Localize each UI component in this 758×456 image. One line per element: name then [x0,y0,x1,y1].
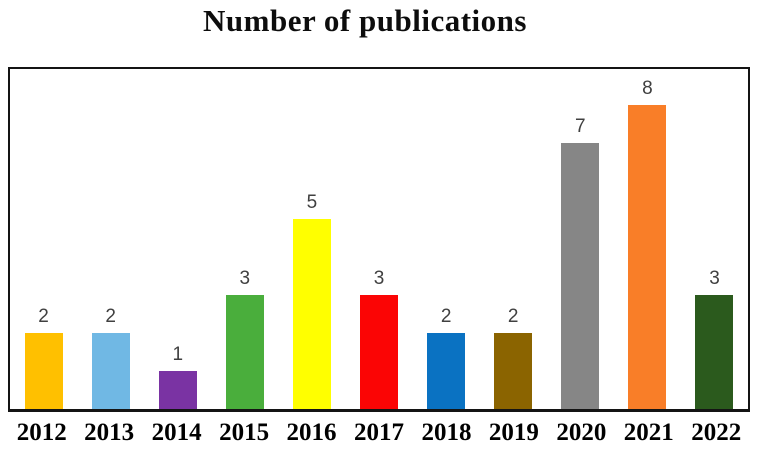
x-tick-label-2014: 2014 [151,419,202,446]
bar-value-label: 5 [306,192,318,213]
bar-rect-2016 [292,219,331,409]
bar-value-label: 3 [373,268,385,289]
bar-column-2018: 2 [413,307,480,409]
plot-area: 2 2 1 3 5 3 2 2 7 8 3 [8,67,750,412]
bar-column-2013: 2 [77,307,144,409]
x-tick-label-2021: 2021 [623,419,674,446]
bar-column-2022: 3 [681,269,748,409]
bars-container: 2 2 1 3 5 3 2 2 7 8 3 [10,69,748,409]
bar-rect-2014 [158,371,197,409]
bar-value-label: 2 [507,306,519,327]
bar-value-label: 2 [440,306,452,327]
bar-column-2015: 3 [211,269,278,409]
bar-value-label: 3 [239,268,251,289]
x-tick-label-2018: 2018 [421,419,472,446]
bar-value-label: 3 [709,268,720,289]
x-tick-label-2022: 2022 [691,419,742,446]
bar-value-label: 2 [38,306,49,327]
bar-column-2014: 1 [144,345,211,409]
bar-column-2017: 3 [345,269,412,409]
bar-value-label: 1 [172,344,184,365]
bar-rect-2019 [494,333,533,409]
x-tick-label-2020: 2020 [556,419,607,446]
bar-value-label: 2 [105,306,116,327]
x-tick-label-2016: 2016 [286,419,337,446]
bar-rect-2013 [91,333,130,409]
bar-rect-2021 [628,105,667,409]
x-tick-label-2017: 2017 [353,419,404,446]
x-tick-label-2015: 2015 [219,419,270,446]
bar-column-2012: 2 [10,307,77,409]
bar-rect-2018 [427,333,466,409]
x-tick-label-2012: 2012 [16,419,67,446]
chart-title: Number of publications [203,3,527,38]
x-tick-label-2013: 2013 [84,419,135,446]
bar-column-2020: 7 [547,117,614,409]
bar-rect-2020 [561,143,600,409]
bar-value-label: 7 [575,116,586,137]
bar-rect-2015 [225,295,264,409]
x-axis-labels: 2012 2013 2014 2015 2016 2017 2018 2019 2020 2021… [8,419,750,447]
bar-rect-2017 [360,295,399,409]
x-tick-label-2019: 2019 [488,419,539,446]
bar-column-2016: 5 [278,193,345,409]
bar-rect-2022 [695,295,734,409]
bar-column-2019: 2 [480,307,547,409]
bar-rect-2012 [24,333,63,409]
bar-value-label: 8 [642,78,653,99]
bar-column-2021: 8 [614,79,681,409]
